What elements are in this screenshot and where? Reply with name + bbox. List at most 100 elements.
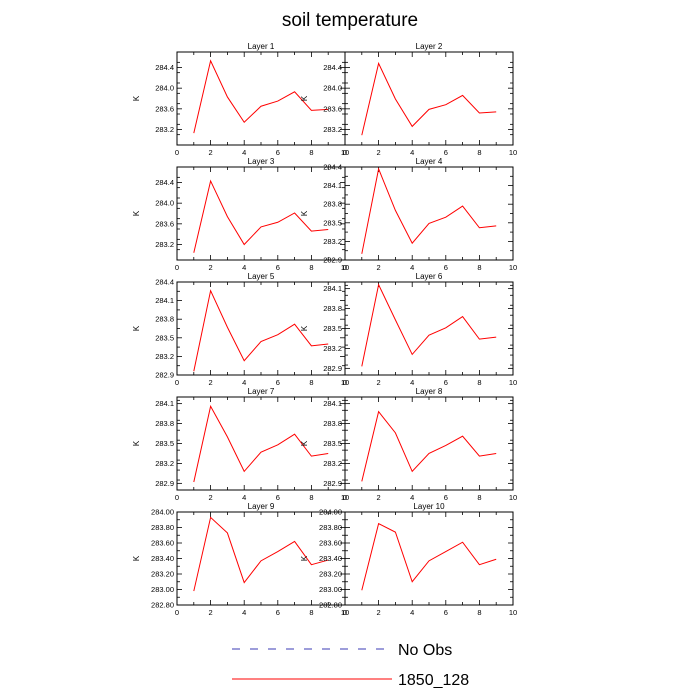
series-line bbox=[193, 516, 329, 592]
y-tick-label: 283.8 bbox=[155, 315, 174, 324]
series-line bbox=[361, 61, 497, 136]
y-tick-label: 282.80 bbox=[151, 601, 174, 610]
panel-title: Layer 2 bbox=[416, 42, 443, 51]
x-tick-label: 10 bbox=[341, 148, 349, 157]
y-tick-label: 283.6 bbox=[155, 104, 174, 113]
y-tick-label: 282.80 bbox=[319, 601, 342, 610]
x-tick-label: 0 bbox=[343, 148, 347, 157]
y-axis-label: K bbox=[300, 325, 309, 331]
x-tick-label: 4 bbox=[410, 378, 414, 387]
y-axis-label: K bbox=[300, 440, 309, 446]
x-tick-label: 0 bbox=[175, 493, 179, 502]
x-tick-label: 8 bbox=[477, 493, 481, 502]
x-tick-label: 6 bbox=[276, 148, 280, 157]
series-line bbox=[361, 410, 497, 482]
y-axis-label: K bbox=[132, 95, 141, 101]
y-tick-label: 284.1 bbox=[155, 399, 174, 408]
panel-4: Layer 4K0 2 4 6 8 10282.9283.2283.5283.8284.1… bbox=[300, 157, 517, 272]
x-tick-label: 6 bbox=[444, 493, 448, 502]
panel-7: Layer 7 K 0 2 4 6 8 10 282.9 283.2 283.5 283.8 284.1 bbox=[132, 387, 349, 502]
y-tick-label: 282.9 bbox=[155, 479, 174, 488]
x-tick-label: 4 bbox=[242, 493, 246, 502]
x-tick-label: 0 bbox=[343, 378, 347, 387]
x-tick-label: 8 bbox=[309, 148, 313, 157]
panel-title: Layer 4 bbox=[416, 157, 443, 166]
panel-title: Layer 1 bbox=[248, 42, 275, 51]
y-tick-label: 284.00 bbox=[319, 508, 342, 517]
y-tick-label: 283.6 bbox=[323, 104, 342, 113]
y-tick-label: 283.00 bbox=[319, 585, 342, 594]
legend: No Obs 1850_128 bbox=[232, 642, 469, 689]
y-tick-label: 284.0 bbox=[155, 199, 174, 208]
y-tick-label: 283.60 bbox=[151, 539, 174, 548]
x-tick-label: 4 bbox=[242, 608, 246, 617]
x-tick-label: 2 bbox=[377, 148, 381, 157]
y-tick-label: 283.80 bbox=[319, 523, 342, 532]
x-tick-label: 2 bbox=[377, 608, 381, 617]
y-axis-label: K bbox=[300, 210, 309, 216]
x-tick-label: 2 bbox=[209, 378, 213, 387]
y-tick-label: 283.2 bbox=[323, 237, 342, 246]
panel-title: Layer 3 bbox=[248, 157, 275, 166]
x-tick-label: 6 bbox=[444, 608, 448, 617]
y-tick-label: 283.5 bbox=[155, 333, 174, 342]
x-tick-label: 0 bbox=[343, 493, 347, 502]
series-line bbox=[193, 289, 329, 372]
x-tick-label: 4 bbox=[410, 608, 414, 617]
y-tick-label: 283.40 bbox=[151, 554, 174, 563]
y-tick-label: 284.00 bbox=[151, 508, 174, 517]
y-tick-label: 283.8 bbox=[323, 200, 342, 209]
legend-label: 1850_128 bbox=[398, 672, 469, 689]
x-tick-label: 4 bbox=[410, 148, 414, 157]
x-tick-label: 10 bbox=[341, 608, 349, 617]
x-tick-label: 10 bbox=[341, 263, 349, 272]
y-tick-label: 282.9 bbox=[155, 371, 174, 380]
y-tick-label: 283.5 bbox=[323, 324, 342, 333]
x-tick-label: 0 bbox=[343, 263, 347, 272]
y-tick-label: 284.1 bbox=[323, 399, 342, 408]
x-tick-label: 6 bbox=[444, 263, 448, 272]
y-tick-label: 284.4 bbox=[155, 178, 174, 187]
series-line bbox=[193, 179, 329, 253]
y-axis-label: K bbox=[132, 440, 141, 446]
plot-frame bbox=[176, 166, 346, 261]
x-tick-label: 2 bbox=[377, 493, 381, 502]
y-tick-label: 284.1 bbox=[323, 181, 342, 190]
x-tick-label: 4 bbox=[242, 148, 246, 157]
panel-6: Layer 6 K 0 2 4 6 8 10 282.9 283.2 283.5 283.8 284.1 bbox=[300, 272, 517, 387]
series-line bbox=[193, 404, 329, 483]
x-tick-label: 8 bbox=[309, 263, 313, 272]
panel-title: Layer 6 bbox=[416, 272, 443, 281]
panel-8: Layer 8 K 0 2 4 6 8 10 282.9 283.2 283.5 283.8 284.1 bbox=[300, 387, 517, 502]
legend-item: No Obs bbox=[232, 642, 452, 659]
x-tick-label: 6 bbox=[276, 608, 280, 617]
y-tick-label: 283.5 bbox=[323, 439, 342, 448]
y-tick-label: 283.5 bbox=[323, 218, 342, 227]
panel-5: Layer 5 K 0 2 4 6 8 10 282.9 283.2 283.5 283.8 284.1… bbox=[132, 272, 349, 387]
x-tick-label: 2 bbox=[377, 263, 381, 272]
y-axis-label: K bbox=[300, 555, 309, 561]
panel-title: Layer 8 bbox=[416, 387, 443, 396]
legend-item: 1850_128 bbox=[232, 672, 469, 689]
x-tick-label: 0 bbox=[175, 378, 179, 387]
panel-title: Layer 10 bbox=[413, 502, 445, 511]
x-tick-label: 10 bbox=[509, 263, 517, 272]
panels-grid: Layer 1 K 0 2 4 6 8 10 283.2 283.6 284.0 284.4 Layer… bbox=[132, 42, 517, 617]
y-tick-label: 283.8 bbox=[323, 419, 342, 428]
y-tick-label: 283.2 bbox=[155, 125, 174, 134]
plot-frame bbox=[344, 396, 514, 491]
x-tick-label: 4 bbox=[242, 263, 246, 272]
x-tick-label: 4 bbox=[410, 493, 414, 502]
y-tick-label: 284.0 bbox=[155, 84, 174, 93]
panel-title: Layer 7 bbox=[248, 387, 275, 396]
x-tick-label: 8 bbox=[477, 608, 481, 617]
plot-frame bbox=[344, 281, 514, 376]
x-tick-label: 4 bbox=[242, 378, 246, 387]
x-tick-label: 0 bbox=[175, 263, 179, 272]
y-tick-label: 283.40 bbox=[319, 554, 342, 563]
y-axis-label: K bbox=[132, 555, 141, 561]
y-tick-label: 283.6 bbox=[155, 219, 174, 228]
x-tick-label: 10 bbox=[509, 378, 517, 387]
panel-title: Layer 9 bbox=[248, 502, 275, 511]
x-tick-label: 8 bbox=[309, 493, 313, 502]
